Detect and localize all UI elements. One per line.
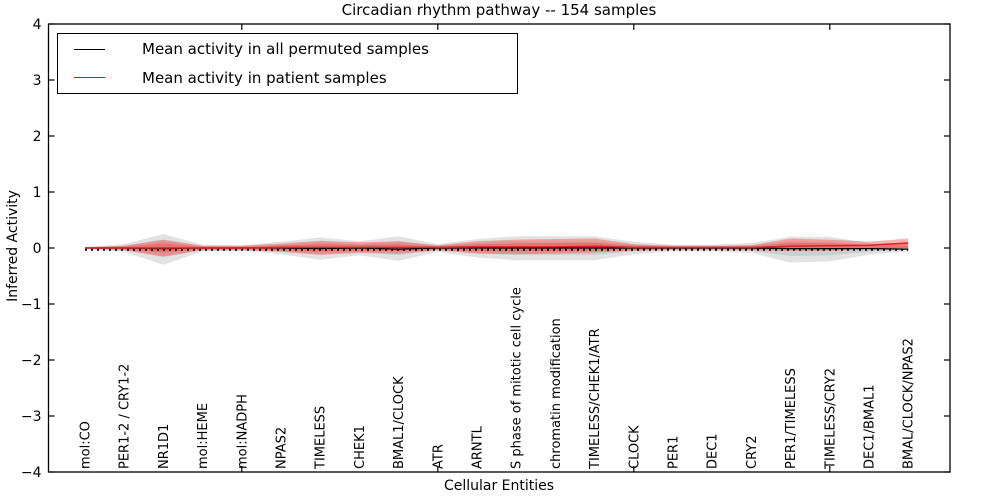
x-category-label: mol:HEME (196, 403, 211, 469)
x-category-label: TIMELESS (314, 406, 329, 470)
x-category-label: PER1/TIMELESS (784, 368, 799, 469)
x-category-label: S phase of mitotic cell cycle (510, 287, 525, 469)
chart-title: Circadian rhythm pathway -- 154 samples (341, 1, 657, 19)
x-category-label: CLOCK (627, 425, 642, 469)
x-category-label: NR1D1 (157, 424, 172, 469)
y-tick-label: −3 (21, 409, 42, 425)
y-tick-label: −2 (21, 353, 42, 369)
x-category-label: CRY2 (745, 436, 760, 470)
legend-line-permuted-icon (74, 48, 105, 50)
x-category-label: TIMELESS/CHEK1/ATR (588, 328, 603, 470)
y-axis-label: Inferred Activity (5, 190, 21, 302)
x-axis-label: Cellular Entities (443, 478, 555, 494)
legend-line-patient-icon (74, 77, 105, 79)
x-category-label: TIMELESS/CRY2 (823, 368, 838, 470)
legend: Mean activity in all permuted samples Me… (57, 33, 518, 94)
x-category-label: BMAL1/CLOCK (392, 376, 407, 469)
legend-item-patient: Mean activity in patient samples (58, 64, 517, 91)
permuted-band-outer (85, 234, 909, 265)
y-tick-label: 4 (33, 17, 42, 33)
x-category-label: BMAL/CLOCK/NPAS2 (902, 338, 917, 469)
y-tick-label: 2 (33, 129, 42, 145)
y-tick-label: 3 (33, 73, 42, 89)
permuted-band-inner (85, 240, 909, 258)
x-category-label: ATR (431, 444, 446, 469)
x-category-label: PER1 (667, 436, 682, 469)
y-tick-label: 0 (33, 241, 42, 257)
x-category-label: mol:CO (79, 421, 94, 469)
y-tick-label: 1 (33, 185, 42, 201)
x-category-label: DEC1/BMAL1 (863, 385, 878, 470)
x-category-label: CHEK1 (353, 425, 368, 469)
legend-label-permuted: Mean activity in all permuted samples (142, 40, 429, 59)
x-category-label: DEC1 (706, 433, 721, 469)
legend-item-permuted: Mean activity in all permuted samples (58, 36, 517, 63)
x-category-label: mol:NADPH (235, 394, 250, 469)
y-tick-label: −1 (21, 297, 42, 313)
legend-label-patient: Mean activity in patient samples (142, 68, 387, 87)
x-category-label: ARNTL (471, 425, 486, 469)
x-category-label: NPAS2 (275, 427, 290, 469)
patient-mean-line (85, 242, 909, 249)
y-tick-label: −4 (21, 465, 42, 481)
x-category-label: PER1-2 / CRY1-2 (118, 364, 133, 469)
x-category-label: chromatin modification (549, 318, 564, 469)
